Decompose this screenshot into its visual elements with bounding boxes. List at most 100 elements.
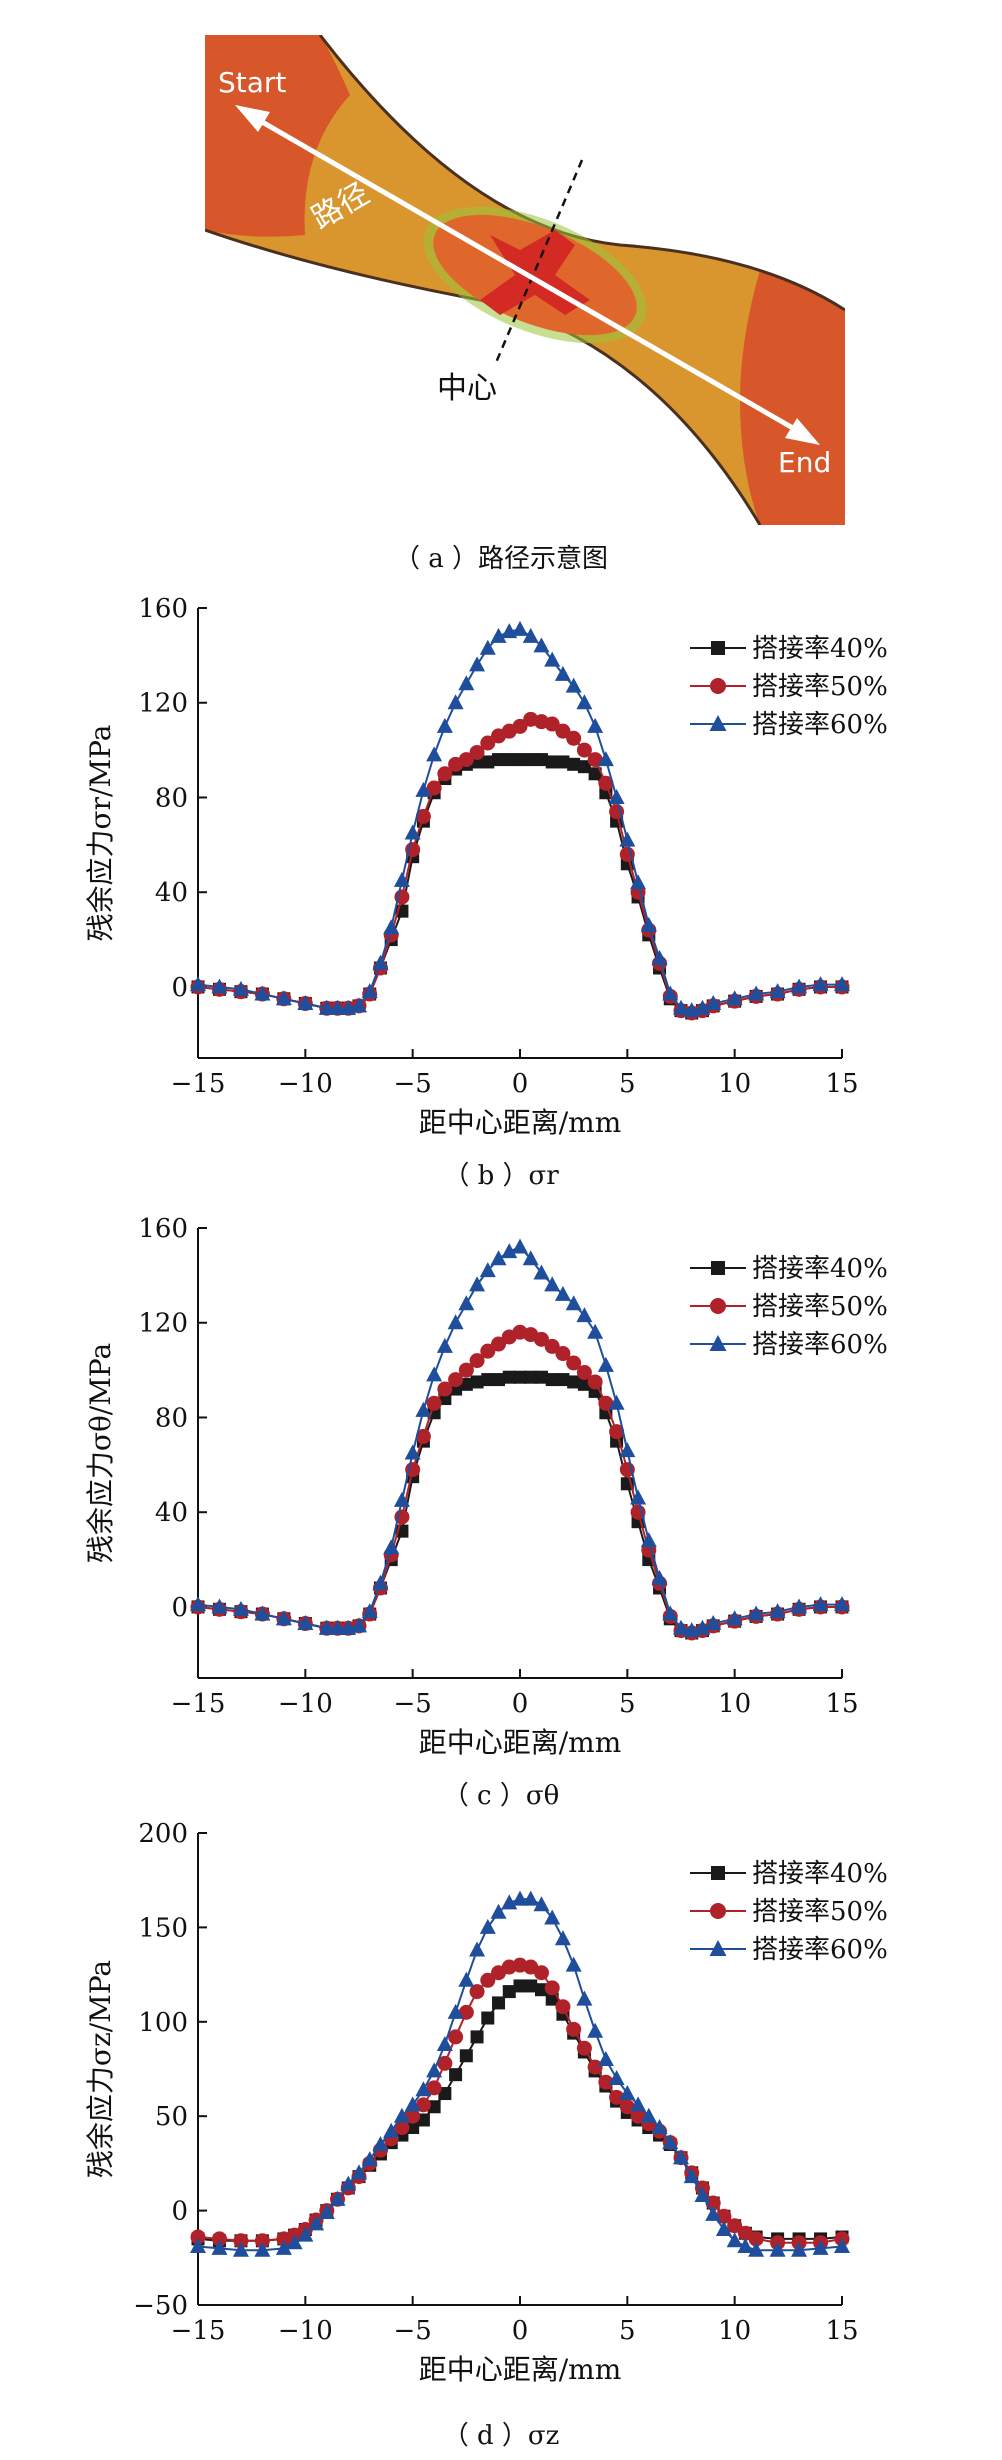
data-point-triangle: [651, 1570, 668, 1586]
data-point-triangle: [608, 1394, 625, 1410]
data-point-circle: [609, 1424, 625, 1440]
data-point-triangle: [479, 639, 496, 655]
chart-sigma-theta: −15 −10 −5 0 5 10 15 0 40 80 120 160 距中心距离/mm 残余应力σθ/…: [84, 1214, 888, 1759]
data-point-triangle: [651, 2119, 668, 2135]
start-label: Start: [218, 66, 286, 99]
data-point-triangle: [351, 1617, 367, 1633]
series-line-2: [197, 1964, 843, 2244]
data-point-circle: [394, 2120, 410, 2136]
data-point-triangle: [705, 2205, 722, 2221]
x-tick-label: −5: [394, 1689, 432, 1719]
data-point-square: [534, 1983, 548, 1997]
legend-label: 搭接率40%: [752, 634, 888, 664]
end-label: End: [778, 446, 831, 479]
data-point-triangle: [297, 2226, 314, 2242]
data-point-square: [470, 1375, 484, 1389]
legend-marker-square: [711, 1866, 725, 1880]
data-point-triangle: [522, 627, 539, 643]
data-point-circle: [491, 1336, 507, 1352]
data-point-square: [545, 1373, 559, 1387]
data-point-triangle: [597, 1356, 614, 1372]
data-point-triangle: [426, 746, 443, 762]
data-point-triangle: [533, 1264, 550, 1280]
data-point-square: [481, 2011, 495, 2025]
x-tick-label: −5: [394, 2316, 432, 2346]
data-point-triangle: [619, 831, 636, 847]
x-axis-label: 距中心距离/mm: [419, 2353, 622, 2386]
data-point-circle: [748, 2231, 764, 2247]
x-axis-label: 距中心距离/mm: [419, 1106, 622, 1139]
data-point-triangle: [834, 976, 850, 992]
caption-c: （ c ）σθ: [442, 1781, 560, 1811]
x-tick-label: −5: [394, 1069, 432, 1099]
legend-marker-circle: [710, 1903, 726, 1919]
data-point-triangle: [211, 1598, 228, 1614]
data-point-square: [524, 1370, 538, 1384]
data-point-triangle: [640, 1532, 657, 1548]
data-point-triangle: [501, 1243, 518, 1259]
y-axis-label: 残余应力σr/MPa: [84, 725, 117, 942]
data-point-circle: [566, 2021, 582, 2037]
data-point-triangle: [533, 637, 550, 653]
legend-marker-circle: [710, 678, 726, 694]
data-point-triangle: [393, 2107, 410, 2123]
data-point-triangle: [737, 2237, 754, 2253]
data-point-circle: [727, 2218, 743, 2234]
caption-a: （ a ）路径示意图: [393, 544, 609, 574]
data-point-triangle: [715, 2220, 732, 2236]
data-point-circle: [598, 1395, 614, 1411]
data-point-triangle: [726, 2232, 743, 2248]
data-point-square: [459, 2049, 473, 2063]
legend-label: 搭接率60%: [752, 1330, 888, 1360]
data-point-triangle: [383, 2122, 400, 2138]
data-point-triangle: [393, 871, 410, 887]
data-point-circle: [587, 1374, 603, 1390]
data-point-circle: [405, 2108, 421, 2124]
data-point-triangle: [608, 788, 625, 804]
x-tick-label: 10: [718, 2316, 751, 2346]
data-point-triangle: [501, 1894, 518, 1910]
y-tick-label: 40: [155, 878, 188, 908]
x-tick-label: 0: [512, 1069, 529, 1099]
data-point-triangle: [630, 874, 647, 890]
y-tick-label: 80: [155, 1403, 188, 1433]
data-point-circle: [566, 1355, 582, 1371]
data-point-square: [481, 755, 495, 769]
legend-label: 搭接率40%: [752, 1859, 888, 1889]
data-point-triangle: [608, 2069, 625, 2085]
data-point-triangle: [587, 717, 604, 733]
data-point-square: [427, 2100, 441, 2114]
data-point-triangle: [748, 985, 765, 1001]
data-point-triangle: [522, 1890, 539, 1906]
series-line-1: [197, 758, 842, 1015]
data-point-triangle: [630, 2096, 647, 2112]
data-point-triangle: [361, 1603, 378, 1619]
legend-label: 搭接率40%: [752, 1254, 888, 1284]
data-point-square: [524, 753, 538, 767]
data-point-square: [492, 753, 506, 767]
chart-sigma-r: −15 −10 −5 0 5 10 15 0 40 80 120 160 距中心距离/mm 残余应力σr/…: [84, 594, 888, 1139]
legend-marker-square: [711, 641, 725, 655]
data-point-triangle: [726, 990, 743, 1006]
data-point-triangle: [512, 620, 528, 636]
data-point-triangle: [587, 2022, 604, 2038]
data-point-circle: [576, 1364, 592, 1380]
data-point-square: [513, 1370, 527, 1384]
data-point-circle: [437, 1381, 453, 1397]
data-point-triangle: [812, 1596, 829, 1612]
data-point-square: [502, 1370, 516, 1384]
data-point-square: [556, 1373, 570, 1387]
data-point-triangle: [329, 999, 346, 1015]
data-point-triangle: [426, 2062, 443, 2078]
data-point-triangle: [630, 1489, 647, 1505]
x-tick-label: −10: [278, 1689, 333, 1719]
y-tick-label: 0: [171, 1593, 188, 1623]
data-point-circle: [555, 1346, 571, 1362]
series-line-1: [197, 1984, 843, 2242]
data-point-circle: [544, 716, 560, 732]
legend-label: 搭接率50%: [752, 1897, 888, 1927]
data-point-triangle: [640, 2107, 657, 2123]
data-point-triangle: [372, 954, 389, 970]
data-point-circle: [458, 2004, 474, 2020]
